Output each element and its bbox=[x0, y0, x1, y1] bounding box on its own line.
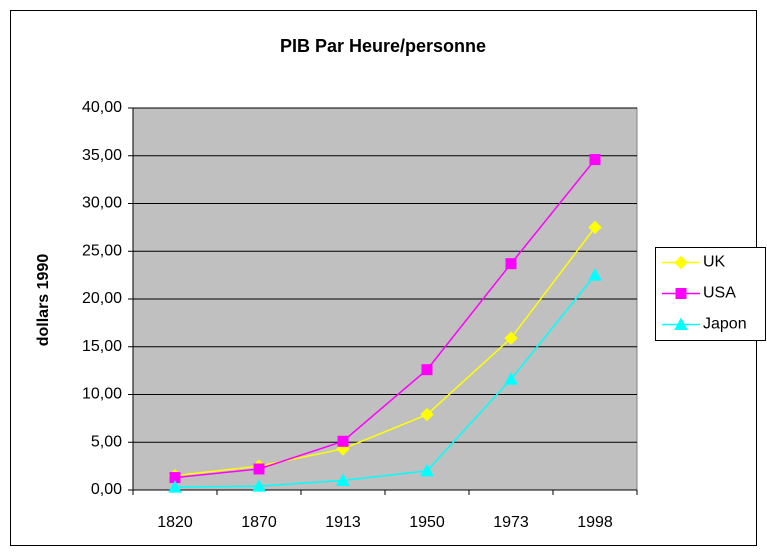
series-line bbox=[174, 159, 596, 479]
x-tick-label: 1973 bbox=[493, 514, 529, 531]
legend-marker bbox=[675, 288, 687, 299]
x-tick-label: 1820 bbox=[157, 514, 193, 531]
x-tick-label: 1950 bbox=[409, 514, 445, 531]
data-point bbox=[253, 463, 265, 475]
y-tick-label: 30,00 bbox=[82, 195, 122, 212]
data-point bbox=[588, 268, 602, 281]
legend-label: Japon bbox=[703, 316, 747, 333]
y-tick-label: 40,00 bbox=[82, 99, 122, 116]
data-point bbox=[336, 473, 350, 486]
data-point bbox=[337, 435, 349, 447]
y-tick-label: 5,00 bbox=[91, 433, 122, 450]
y-tick-label: 0,00 bbox=[91, 481, 122, 498]
x-tick-label: 1870 bbox=[241, 514, 277, 531]
y-tick-label: 25,00 bbox=[82, 242, 122, 259]
data-point bbox=[420, 407, 434, 422]
data-point bbox=[504, 331, 518, 345]
chart-title: PIB Par Heure/personne bbox=[280, 36, 486, 56]
data-point bbox=[504, 372, 518, 385]
y-axis-label: dollars 1990 bbox=[35, 254, 52, 347]
legend-marker bbox=[674, 317, 688, 330]
data-point bbox=[168, 480, 182, 493]
data-point bbox=[252, 479, 266, 492]
x-tick-label: 1913 bbox=[325, 514, 361, 531]
y-tick-label: 15,00 bbox=[82, 338, 122, 355]
data-point bbox=[589, 154, 601, 166]
series-line bbox=[174, 226, 596, 477]
legend-marker bbox=[674, 255, 688, 270]
data-point bbox=[421, 364, 433, 376]
legend-label: UK bbox=[703, 254, 726, 271]
y-tick-label: 20,00 bbox=[82, 290, 122, 307]
x-tick-label: 1998 bbox=[577, 514, 613, 531]
y-tick-label: 35,00 bbox=[82, 147, 122, 164]
data-point bbox=[420, 463, 434, 477]
data-point bbox=[588, 220, 602, 235]
legend-label: USA bbox=[703, 285, 736, 302]
data-point bbox=[505, 258, 517, 270]
y-tick-label: 10,00 bbox=[82, 386, 122, 403]
series-line bbox=[174, 274, 596, 488]
